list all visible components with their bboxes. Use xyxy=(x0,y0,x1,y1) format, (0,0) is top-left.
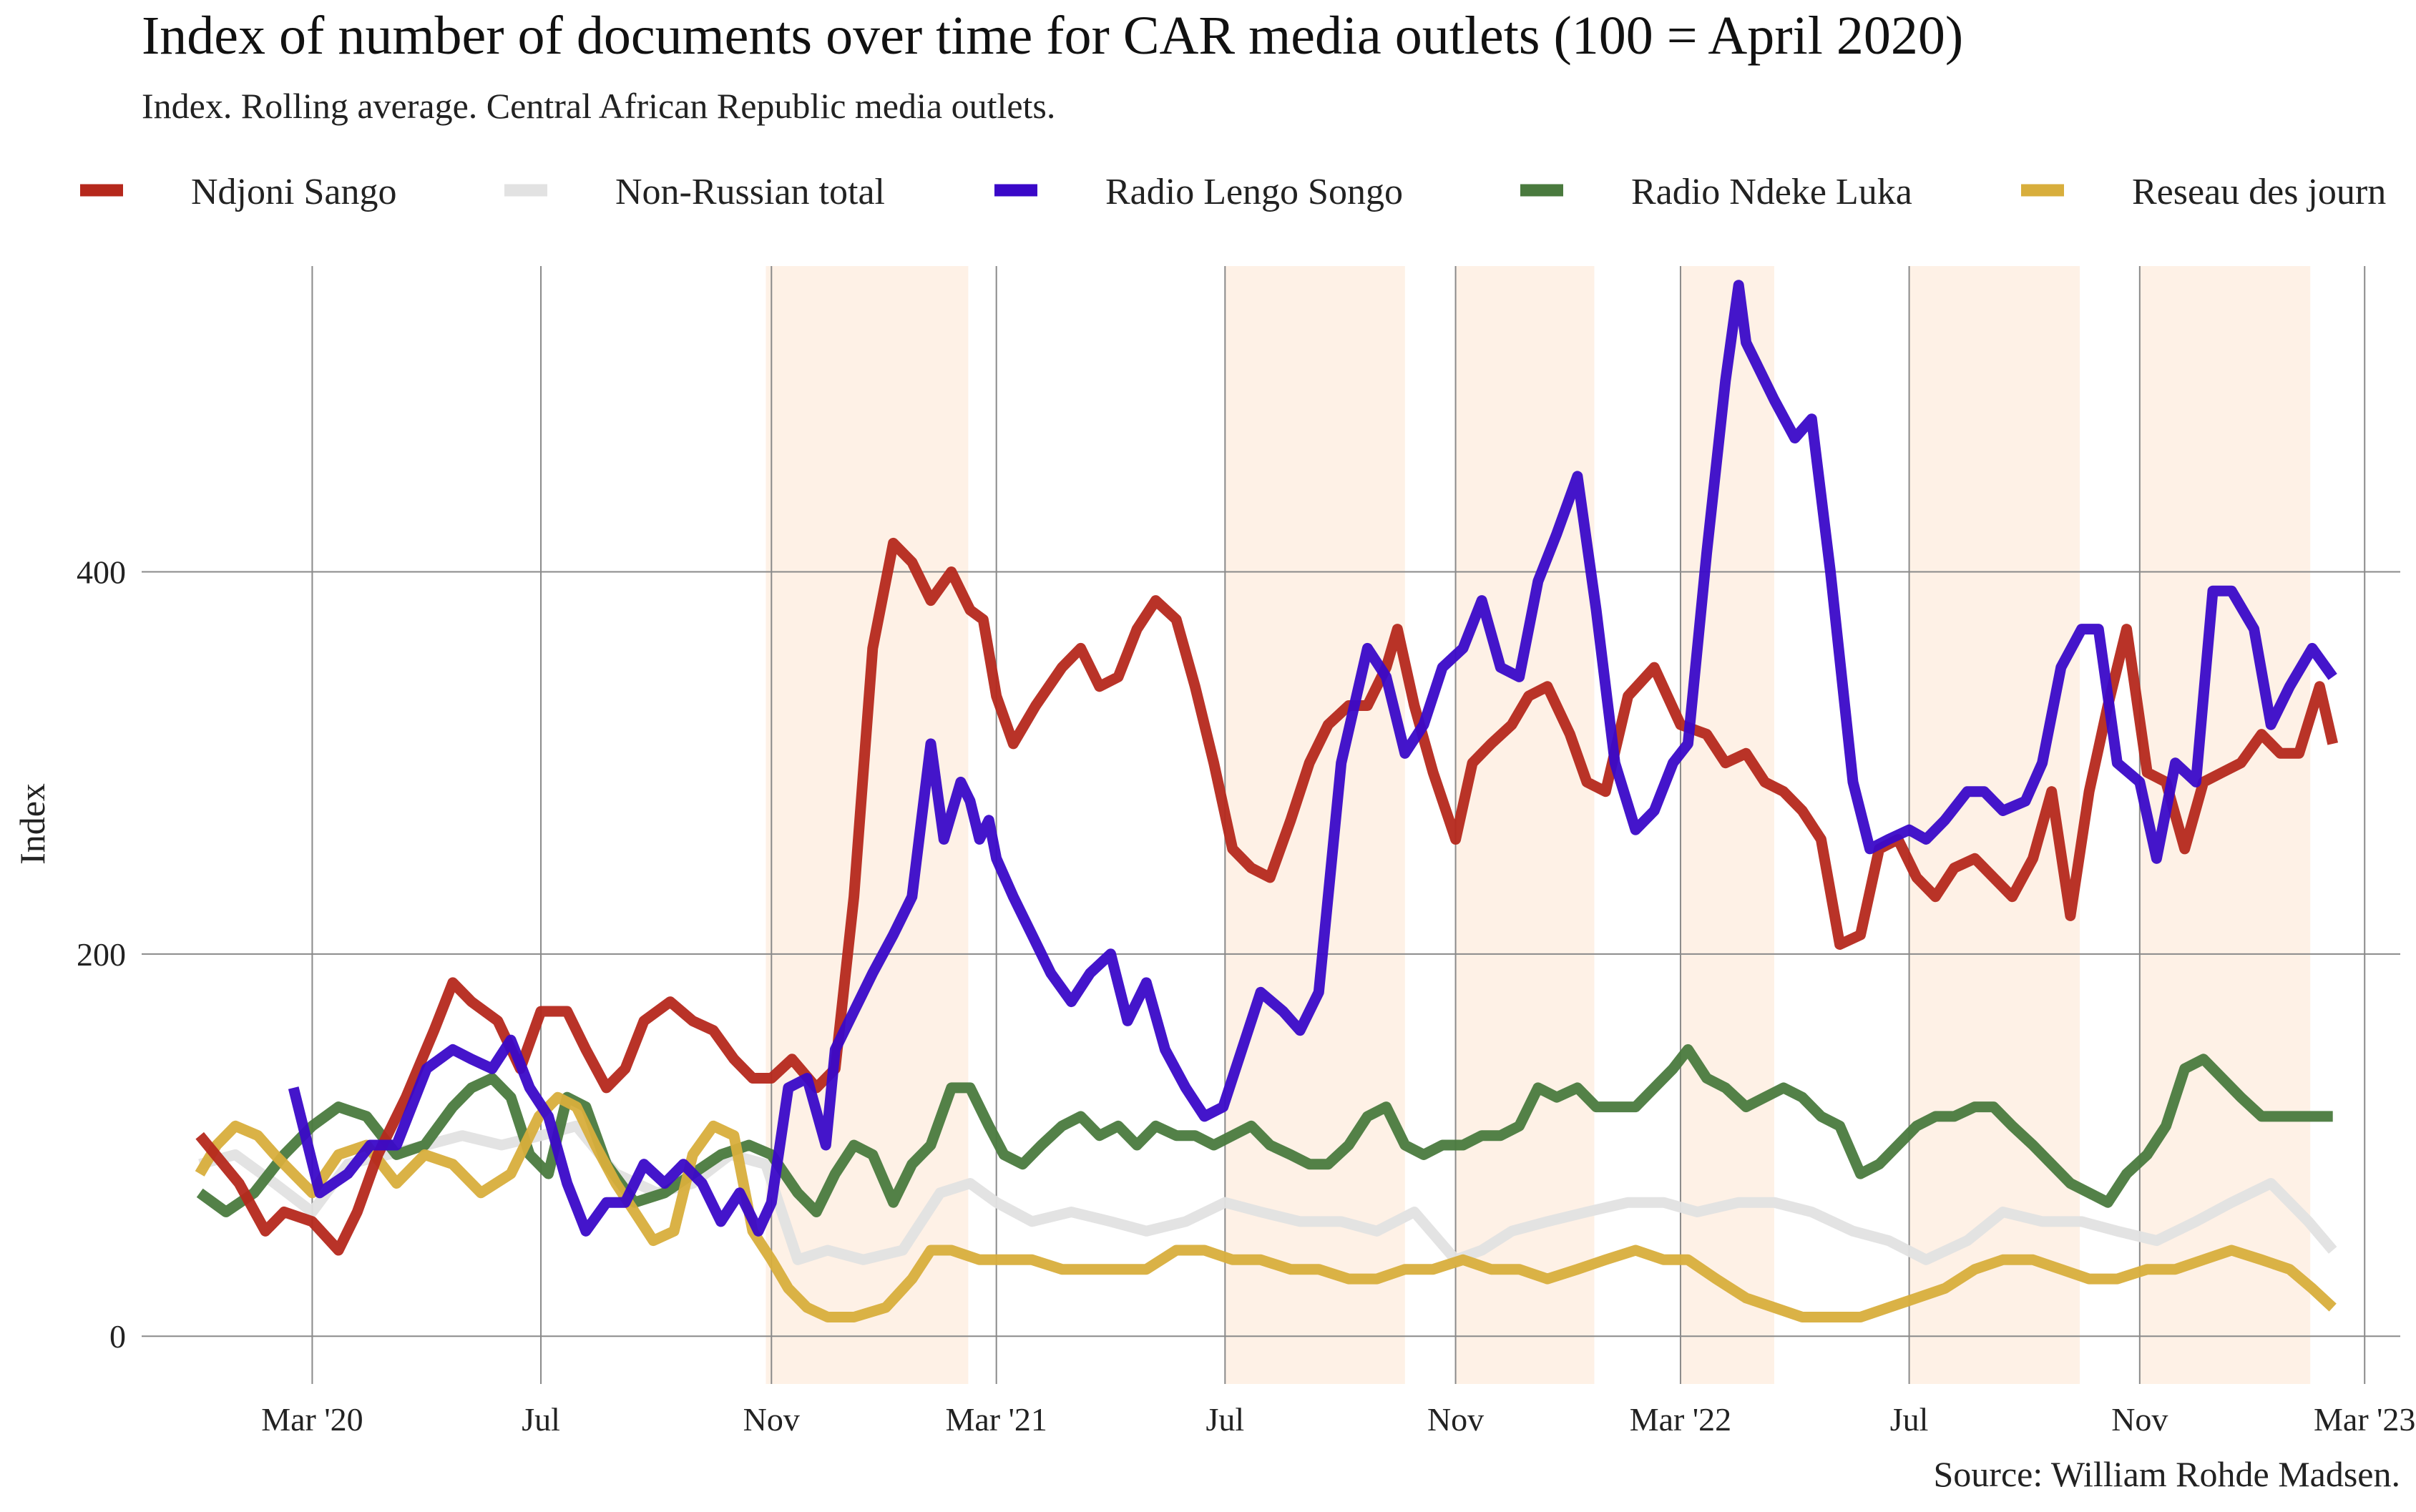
chart-legend: Ndjoni Sango Non-Russian total Radio Lengo… xyxy=(80,172,2386,212)
x-tick-label: Nov xyxy=(2111,1401,2168,1438)
x-tick-label: Nov xyxy=(743,1401,800,1438)
y-tick-label: 200 xyxy=(77,936,126,973)
chart-subtitle: Index. Rolling average. Central African … xyxy=(142,86,1055,126)
y-axis-label: Index xyxy=(12,783,52,865)
legend-label: Reseau des journ xyxy=(2132,172,2386,212)
shaded-period xyxy=(1225,266,1405,1384)
x-tick-label: Jul xyxy=(1890,1401,1929,1438)
legend-label: Radio Lengo Songo xyxy=(1105,172,1403,212)
x-tick-label: Jul xyxy=(1205,1401,1244,1438)
shaded-period xyxy=(1455,266,1595,1384)
series-line xyxy=(195,1091,2337,1322)
series-line xyxy=(195,537,2339,1256)
x-tick-label: Mar '23 xyxy=(2314,1401,2415,1438)
y-axis-ticks: 0 200 400 xyxy=(77,554,126,1355)
legend-label: Radio Ndeke Luka xyxy=(1631,172,1912,212)
legend-label: Non-Russian total xyxy=(615,172,885,212)
series-line xyxy=(288,280,2337,1237)
x-tick-label: Jul xyxy=(522,1401,560,1438)
x-tick-label: Mar '22 xyxy=(1630,1401,1731,1438)
x-axis-ticks: Mar '20 Jul Nov Mar '21 Jul Nov Mar '22 Jul Nov M… xyxy=(261,1401,2415,1438)
x-tick-label: Mar '21 xyxy=(945,1401,1047,1438)
series-lines xyxy=(195,280,2339,1322)
chart-caption: Source: William Rohde Madsen. xyxy=(1933,1454,2400,1494)
y-tick-label: 400 xyxy=(77,554,126,590)
chart-title: Index of number of documents over time f… xyxy=(142,6,1963,66)
legend-label: Ndjoni Sango xyxy=(191,172,396,212)
y-tick-label: 0 xyxy=(109,1318,126,1355)
x-tick-label: Mar '20 xyxy=(261,1401,363,1438)
x-tick-label: Nov xyxy=(1427,1401,1484,1438)
